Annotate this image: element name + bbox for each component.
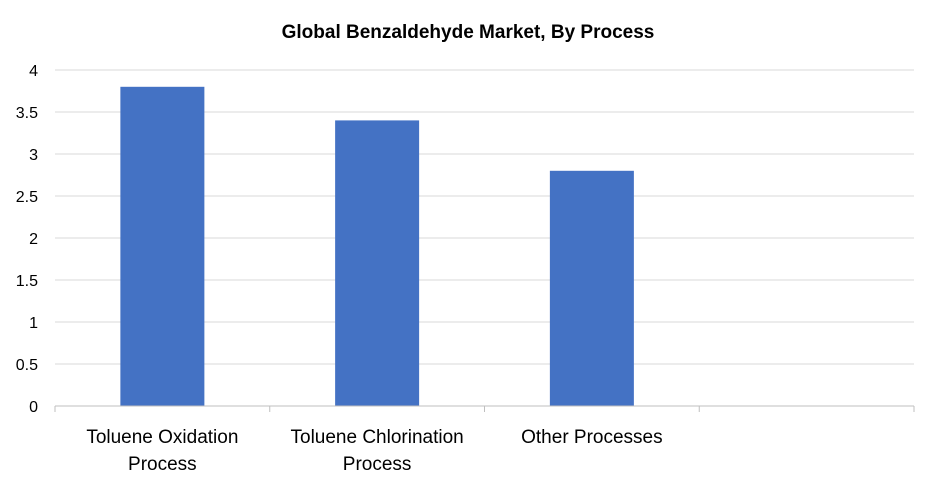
bar-0 (120, 86, 205, 407)
y-axis-tick-labels: 0 0.5 1 1.5 2 2.5 3 3.5 4 (16, 63, 38, 416)
y-tick-label: 3 (29, 147, 38, 164)
y-tick-label: 1.5 (16, 273, 38, 290)
x-axis-category-labels: Toluene Oxidation Process Toluene Chlorina… (86, 427, 662, 475)
x-tick-label: Other Processes (521, 427, 663, 448)
y-tick-label: 0 (29, 399, 38, 416)
x-tick-label: Process (128, 454, 197, 475)
y-tick-label: 2.5 (16, 189, 38, 206)
x-tick-label: Toluene Chlorination (291, 427, 464, 448)
y-tick-label: 1 (29, 315, 38, 332)
x-axis (54, 405, 915, 412)
y-tick-label: 3.5 (16, 105, 38, 122)
bars (120, 86, 634, 407)
y-tick-label: 2 (29, 231, 38, 248)
x-tick-label: Process (343, 454, 412, 475)
y-tick-label: 4 (29, 63, 38, 80)
bar-1 (335, 120, 420, 407)
chart-title: Global Benzaldehyde Market, By Process (282, 22, 655, 43)
x-tick-label: Toluene Oxidation (86, 427, 238, 448)
bar-2 (549, 170, 634, 406)
y-tick-label: 0.5 (16, 357, 38, 374)
